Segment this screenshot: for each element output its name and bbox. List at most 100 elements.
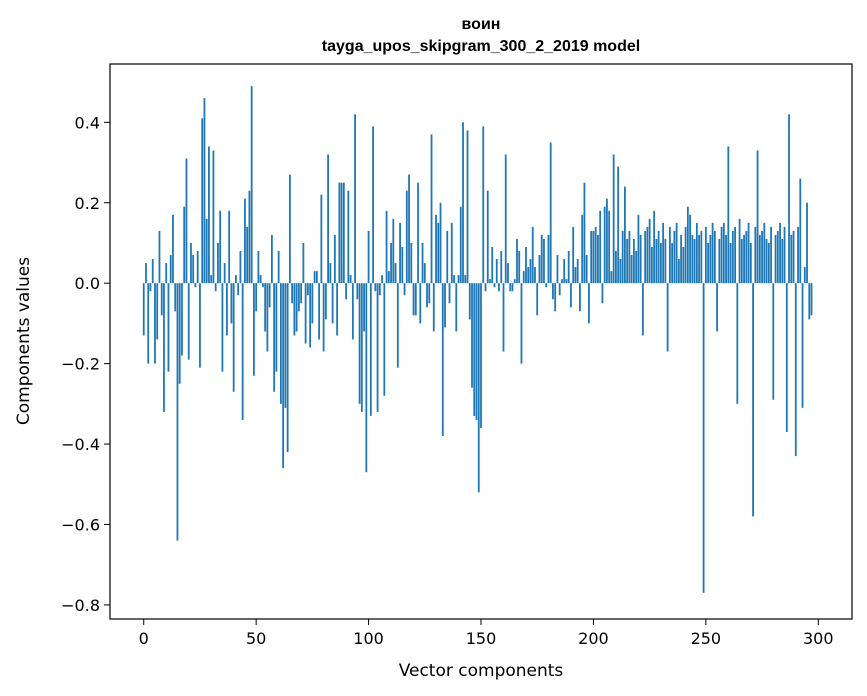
bar <box>520 283 523 364</box>
bar <box>318 283 321 340</box>
bar <box>154 283 156 364</box>
bar <box>606 198 608 284</box>
bar <box>565 279 568 284</box>
bar <box>518 251 521 284</box>
bar <box>383 283 386 396</box>
bar <box>192 255 195 284</box>
bar <box>221 283 224 372</box>
bar <box>677 259 680 284</box>
bar <box>633 238 635 284</box>
bar <box>315 271 318 284</box>
bar <box>304 283 307 344</box>
bar <box>570 283 572 308</box>
bar <box>558 283 561 296</box>
bar <box>365 283 368 473</box>
bar <box>176 283 179 541</box>
bar <box>473 283 476 416</box>
bar <box>253 283 255 376</box>
bar <box>513 279 516 284</box>
bar <box>421 242 424 284</box>
bar <box>268 283 271 308</box>
bar <box>223 263 226 284</box>
bar <box>792 230 795 284</box>
bar <box>259 275 262 284</box>
bar <box>228 210 231 284</box>
bar <box>232 283 235 392</box>
bar <box>167 283 170 372</box>
bar <box>199 283 201 368</box>
bar <box>356 283 359 300</box>
y-tick-label: 0.4 <box>75 113 100 132</box>
bar <box>731 230 734 284</box>
bar <box>776 230 779 284</box>
bar <box>664 238 667 284</box>
bar <box>396 283 399 368</box>
bar <box>435 214 437 284</box>
bar <box>729 242 732 284</box>
bar <box>178 283 181 384</box>
bar <box>522 271 525 284</box>
bar <box>219 210 222 284</box>
bar <box>158 230 161 284</box>
bar <box>579 283 581 312</box>
x-tick-label: 150 <box>466 629 497 648</box>
bar <box>257 251 260 284</box>
bar <box>552 283 554 300</box>
bar <box>608 210 611 284</box>
bar <box>601 283 604 304</box>
bar <box>450 222 453 284</box>
y-tick-label: −0.4 <box>61 435 100 454</box>
bar <box>720 226 723 284</box>
bar <box>516 238 518 284</box>
bar <box>563 259 566 284</box>
bar <box>426 283 428 308</box>
bar <box>758 234 761 284</box>
bar <box>574 267 577 284</box>
y-tick-label: 0.2 <box>75 194 100 213</box>
bar <box>464 275 467 284</box>
bar <box>351 283 354 340</box>
bar <box>349 275 352 284</box>
bar <box>423 263 426 284</box>
bar <box>806 202 808 284</box>
bar <box>205 218 208 284</box>
bar <box>181 283 183 356</box>
bar <box>594 226 597 284</box>
bar <box>655 238 658 284</box>
bar <box>808 283 811 320</box>
bar <box>534 267 536 284</box>
bar <box>790 234 793 284</box>
bar <box>691 234 694 284</box>
bar <box>311 283 314 324</box>
bar <box>765 238 768 284</box>
bar <box>160 283 163 316</box>
bar <box>770 226 772 284</box>
bar <box>648 218 651 284</box>
bar <box>262 283 264 288</box>
bar <box>498 283 500 292</box>
bar <box>275 283 278 372</box>
y-tick-label: −0.2 <box>61 355 100 374</box>
x-tick-label: 50 <box>246 629 266 648</box>
bar <box>475 283 478 420</box>
bar <box>486 190 489 284</box>
bar <box>462 122 464 284</box>
bar <box>340 182 343 284</box>
bar <box>675 222 678 284</box>
bar <box>626 238 629 284</box>
bar <box>646 226 649 284</box>
bar <box>716 283 718 332</box>
bar <box>313 271 316 284</box>
bar <box>145 263 147 284</box>
bar <box>480 283 482 428</box>
bar <box>612 154 615 284</box>
bar <box>381 275 383 284</box>
bar <box>484 283 487 292</box>
bar <box>459 206 462 284</box>
x-tick-label: 200 <box>578 629 609 648</box>
bar <box>293 283 296 336</box>
bar <box>255 283 258 312</box>
bar <box>448 283 451 304</box>
bar <box>540 234 543 284</box>
